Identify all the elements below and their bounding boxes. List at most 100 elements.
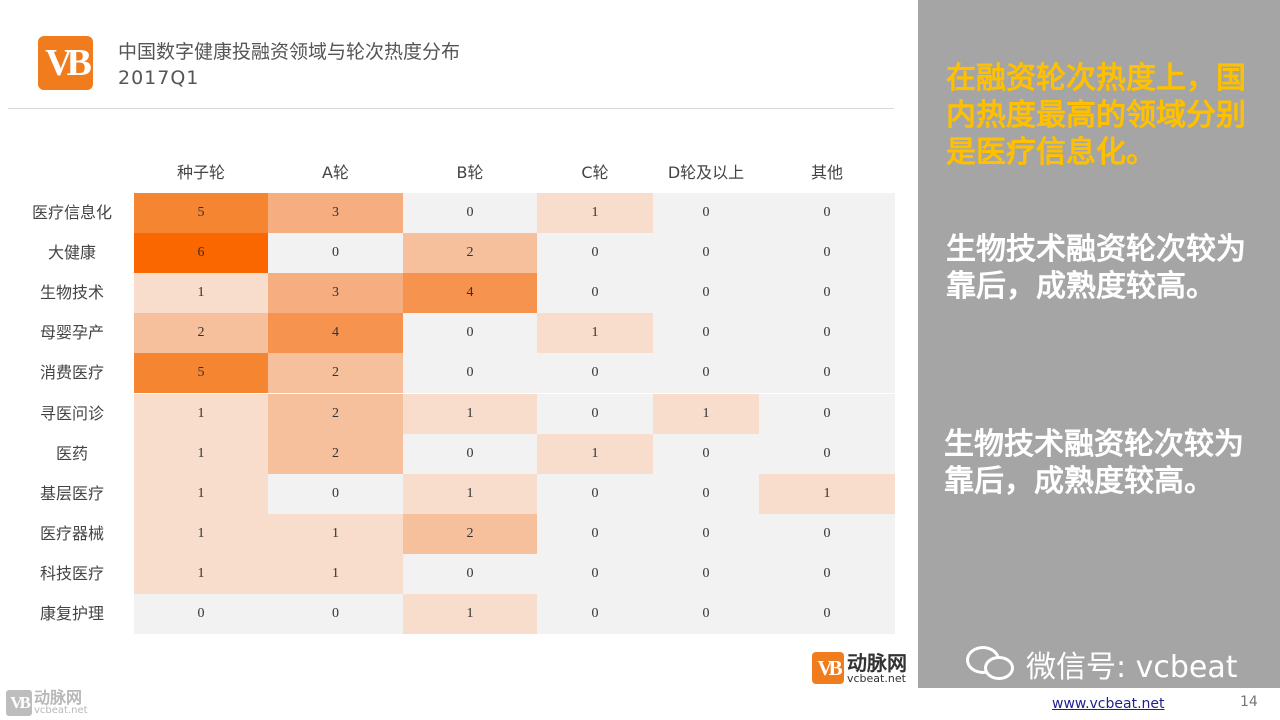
heatmap-cell: 0 xyxy=(268,473,403,514)
heatmap-cell: 0 xyxy=(759,553,895,594)
column-header: 种子轮 xyxy=(176,163,225,182)
footer-brand-logo: VB 动脉网 vcbeat.net xyxy=(6,690,88,716)
heatmap-cell: 2 xyxy=(134,313,268,354)
heatmap-cell: 1 xyxy=(403,594,537,634)
page-number: 14 xyxy=(1240,694,1258,710)
heatmap-cell: 0 xyxy=(653,553,759,594)
heatmap-cell: 0 xyxy=(134,594,268,634)
heatmap-cell: 0 xyxy=(268,233,403,274)
column-header: C轮 xyxy=(581,163,609,182)
row-header: 医疗器械 xyxy=(39,523,104,543)
row-header: 寻医问诊 xyxy=(39,403,104,423)
heatmap-cell: 1 xyxy=(134,553,268,594)
heatmap-cell: 1 xyxy=(759,473,895,514)
heatmap-cell: 1 xyxy=(537,313,653,354)
heatmap-cell: 1 xyxy=(403,393,537,434)
heatmap-cell: 0 xyxy=(653,473,759,514)
heatmap-cell: 3 xyxy=(268,193,403,233)
heatmap-cell: 0 xyxy=(653,313,759,354)
footer-brand-mark: VB xyxy=(6,690,32,716)
row-header: 母婴孕产 xyxy=(39,323,104,343)
heatmap-cell: 1 xyxy=(134,273,268,314)
heatmap-cell: 0 xyxy=(759,594,895,634)
side-panel xyxy=(918,0,1280,688)
brand-name: 动脉网 xyxy=(847,650,907,675)
heatmap-cell: 0 xyxy=(759,393,895,434)
page-title: 中国数字健康投融资领域与轮次热度分布 xyxy=(118,41,461,63)
row-header: 医药 xyxy=(55,443,88,463)
heatmap-cell: 0 xyxy=(537,513,653,554)
brand-logo: VB 动脉网 vcbeat.net xyxy=(812,652,907,684)
side-text-highlight: 在融资轮次热度上，国内热度最高的领域分别是医疗信息化。 xyxy=(946,61,1246,170)
side-text-third: 生物技术融资轮次较为靠后，成熟度较高。 xyxy=(944,427,1244,499)
page-subtitle: 2017Q1 xyxy=(118,67,200,89)
row-header: 科技医疗 xyxy=(39,563,104,583)
brand-logo-mark: VB xyxy=(812,652,844,684)
heatmap-cell: 0 xyxy=(537,473,653,514)
heatmap-cell: 0 xyxy=(653,233,759,274)
footer-brand-domain: vcbeat.net xyxy=(34,705,88,716)
heatmap-cell: 2 xyxy=(268,433,403,474)
heatmap-cell: 0 xyxy=(403,433,537,474)
heatmap-cell: 6 xyxy=(134,233,268,274)
wechat-badge: 微信号: vcbeat xyxy=(964,642,1238,686)
row-header: 医疗信息化 xyxy=(31,203,112,222)
wechat-id: 微信号: vcbeat xyxy=(1026,650,1238,685)
heatmap-cell: 0 xyxy=(537,353,653,394)
heatmap-cell: 0 xyxy=(653,433,759,474)
heatmap-cell: 2 xyxy=(268,393,403,434)
heatmap-cell: 0 xyxy=(268,594,403,634)
heatmap-cell: 0 xyxy=(759,353,895,394)
heatmap-cell: 0 xyxy=(403,313,537,354)
heatmap-cell: 5 xyxy=(134,193,268,233)
heatmap-cell: 2 xyxy=(403,513,537,554)
heatmap-cell: 0 xyxy=(759,193,895,233)
heatmap-cell: 0 xyxy=(537,553,653,594)
heatmap-cell: 0 xyxy=(653,594,759,634)
website-link[interactable]: www.vcbeat.net xyxy=(1052,696,1165,712)
wechat-icon xyxy=(964,644,1018,684)
logo-text: VB xyxy=(45,42,92,84)
heatmap-cell: 1 xyxy=(134,393,268,434)
column-header: 其他 xyxy=(810,163,843,182)
heatmap-cell: 0 xyxy=(537,273,653,314)
vcbeat-logo: VB xyxy=(38,36,93,90)
heatmap-cell: 0 xyxy=(653,273,759,314)
heatmap-cell: 0 xyxy=(403,193,537,233)
heatmap-cell: 0 xyxy=(759,513,895,554)
heatmap-cell: 2 xyxy=(268,353,403,394)
row-header: 消费医疗 xyxy=(39,363,104,383)
heatmap-cell: 1 xyxy=(268,553,403,594)
heatmap-cell: 0 xyxy=(653,353,759,394)
heatmap-cell: 0 xyxy=(759,433,895,474)
heatmap-cell: 0 xyxy=(759,233,895,274)
heatmap-cell: 0 xyxy=(653,513,759,554)
row-header: 大健康 xyxy=(47,243,96,263)
heatmap-cell: 0 xyxy=(403,553,537,594)
heatmap-cell: 2 xyxy=(403,233,537,274)
heatmap-cell: 0 xyxy=(759,313,895,354)
heatmap-cell: 1 xyxy=(537,193,653,233)
header-divider xyxy=(8,108,894,109)
heatmap-cell: 4 xyxy=(268,313,403,354)
footer-brand-name: 动脉网 xyxy=(34,688,83,707)
heatmap-chart: 种子轮 A轮 B轮 C轮 D轮及以上 其他 医疗信息化 5 3 0 1 0 0 大健康 6 0 2 0 0 0 生物技术… xyxy=(31,163,895,634)
row-header: 康复护理 xyxy=(39,604,104,623)
heatmap-cell: 1 xyxy=(134,433,268,474)
heatmap-cell: 0 xyxy=(653,193,759,233)
row-header: 基层医疗 xyxy=(39,483,104,503)
heatmap-cell: 5 xyxy=(134,353,268,394)
heatmap-cell: 1 xyxy=(537,433,653,474)
heatmap-cell: 1 xyxy=(268,513,403,554)
heatmap-cell: 3 xyxy=(268,273,403,314)
heatmap-cell: 0 xyxy=(759,273,895,314)
heatmap-cell: 1 xyxy=(403,473,537,514)
column-header: D轮及以上 xyxy=(667,163,745,182)
heatmap-cell: 1 xyxy=(653,393,759,434)
brand-domain: vcbeat.net xyxy=(847,671,906,685)
heatmap-cell: 4 xyxy=(403,273,537,314)
heatmap-cell: 0 xyxy=(537,233,653,274)
row-header: 生物技术 xyxy=(39,283,104,303)
heatmap-cell: 1 xyxy=(134,473,268,514)
heatmap-cell: 0 xyxy=(537,393,653,434)
